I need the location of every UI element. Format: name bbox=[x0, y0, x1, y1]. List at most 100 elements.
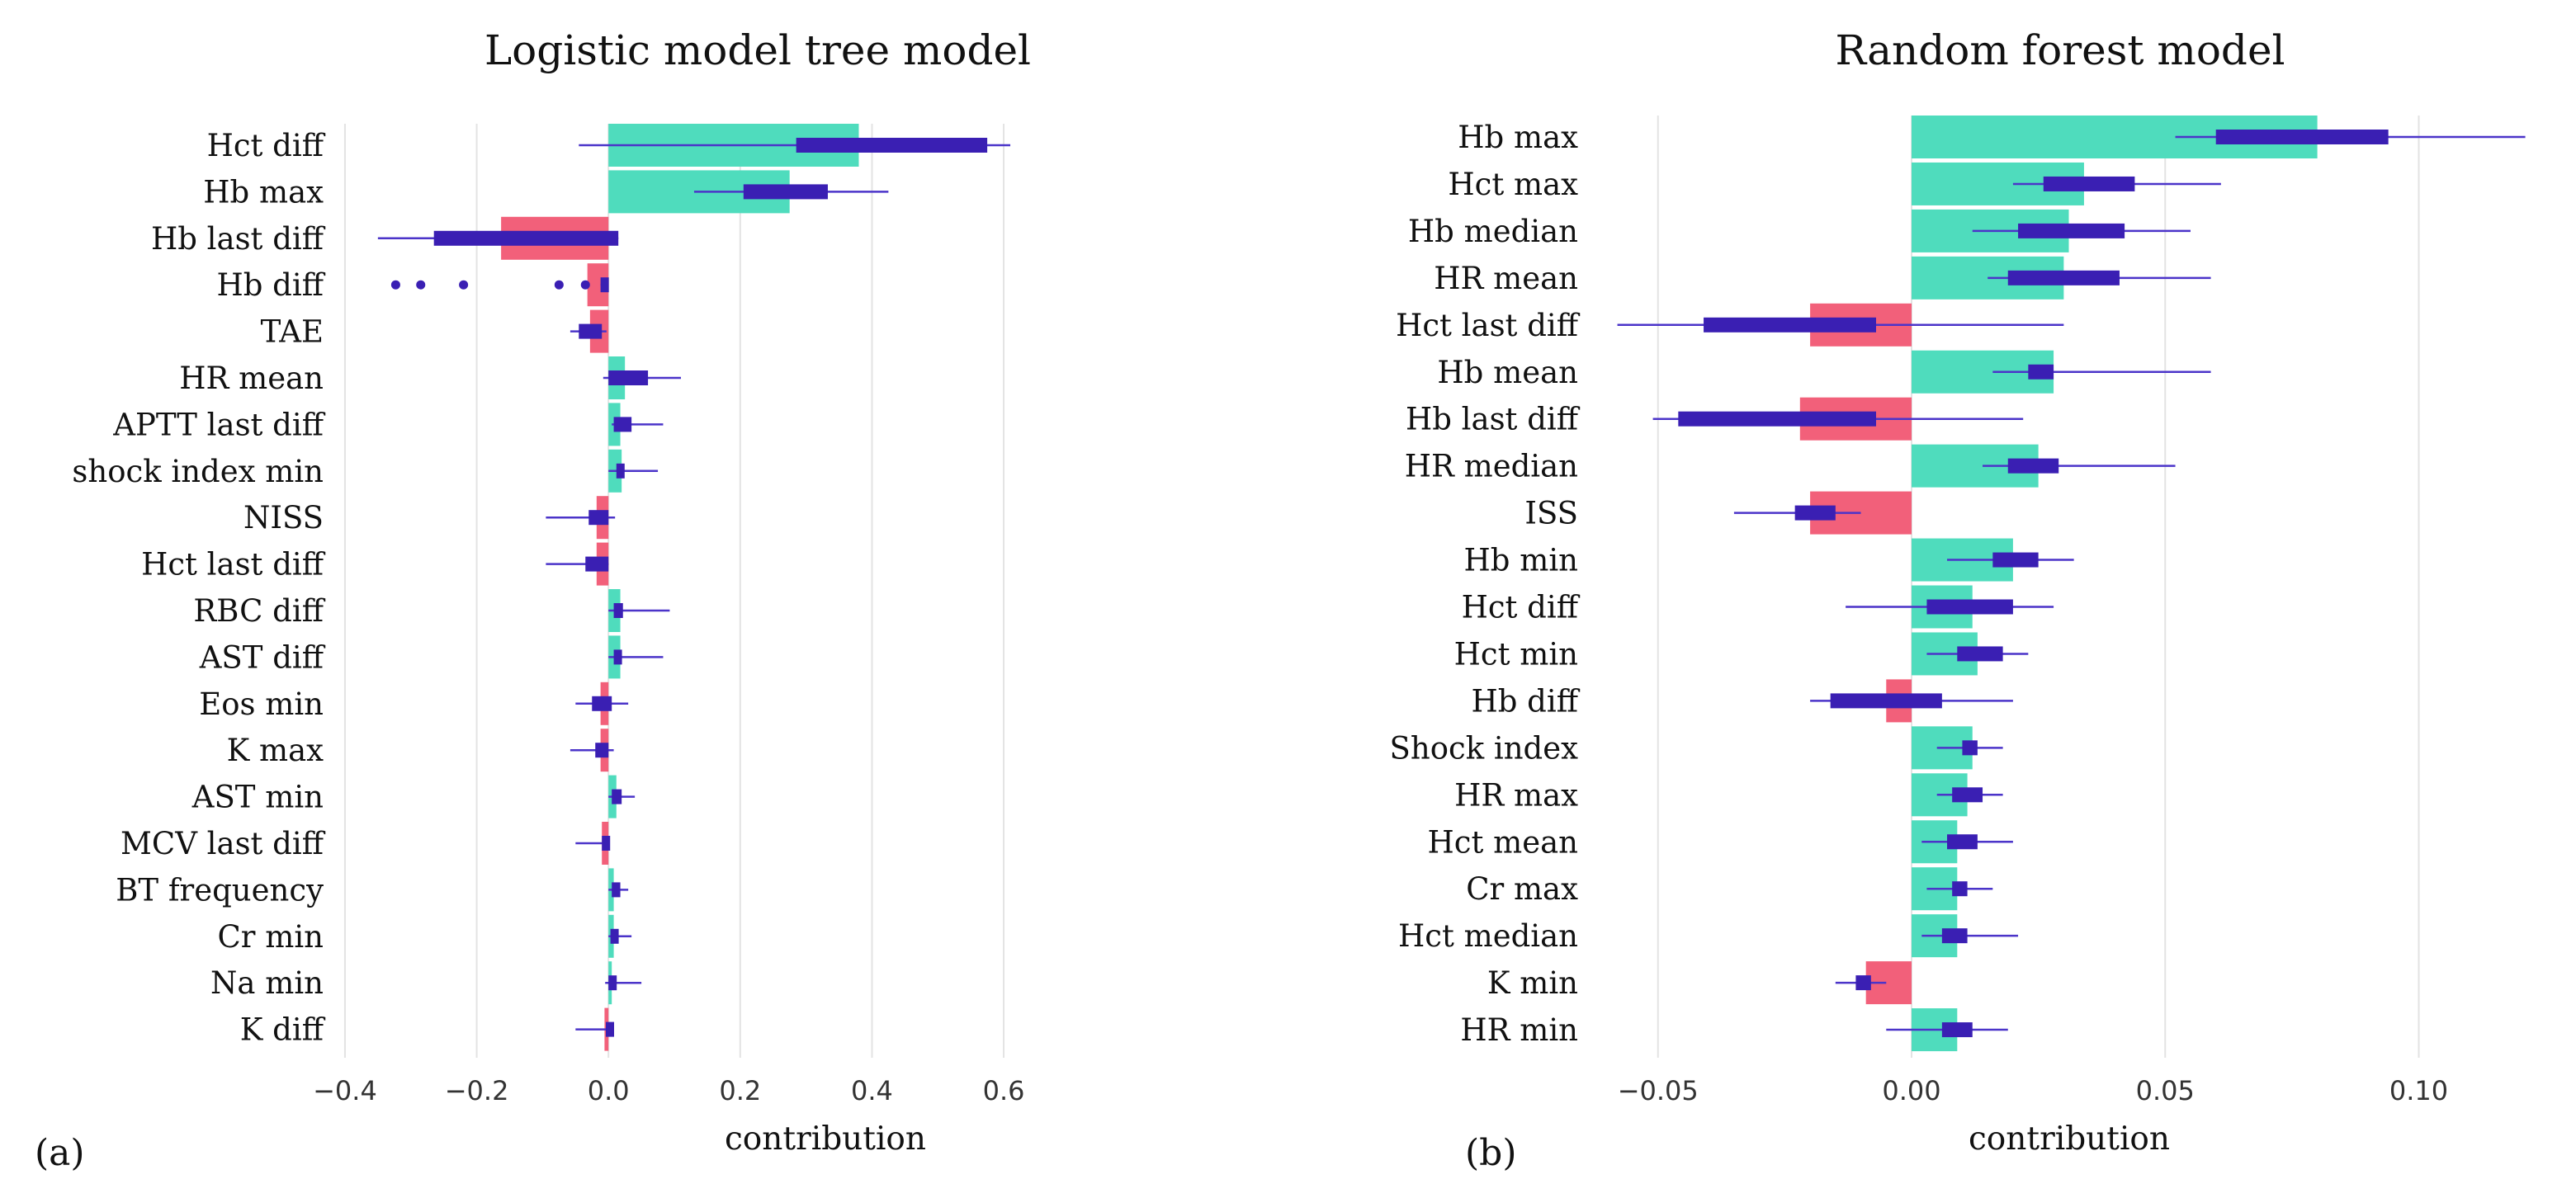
panel-a-x-axis-label: contribution bbox=[725, 1120, 926, 1158]
panel-a-box bbox=[608, 975, 617, 991]
panel-b-box bbox=[2043, 176, 2135, 191]
panel-a-feature-label: HR mean bbox=[179, 361, 324, 396]
panel-a-box bbox=[613, 649, 622, 665]
panel-b-x-tick-label: 0.05 bbox=[2136, 1075, 2195, 1106]
panel-b-feature-label: Hct median bbox=[1398, 918, 1578, 954]
panel-b-title: Random forest model bbox=[1835, 26, 2285, 74]
panel-b-box bbox=[1962, 740, 1978, 756]
panel-b-feature-label: HR min bbox=[1460, 1012, 1578, 1048]
panel-b-feature-label: Hct mean bbox=[1428, 824, 1579, 860]
panel-a-feature-label: K max bbox=[227, 733, 324, 768]
panel-b-feature-label: K min bbox=[1487, 965, 1578, 1001]
panel-a-x-tick-label: 0.2 bbox=[719, 1075, 761, 1106]
panel-a-box bbox=[612, 882, 621, 898]
panel-a-feature-label: Na min bbox=[210, 965, 324, 1001]
panel-a-grid bbox=[343, 124, 1005, 1058]
panel-a-bars bbox=[501, 124, 859, 1051]
panel-a-title: Logistic model tree model bbox=[484, 26, 1031, 74]
panel-b-box bbox=[1704, 317, 1876, 333]
panel-b-feature-label: HR mean bbox=[1434, 261, 1578, 296]
panel-a-feature-label: APTT last diff bbox=[112, 407, 325, 442]
panel-b-feature-label: Hct min bbox=[1454, 636, 1578, 672]
panel-a-box bbox=[610, 928, 619, 944]
panel-b-feature-label: Hb mean bbox=[1437, 355, 1578, 390]
panel-a-feature-label: TAE bbox=[261, 314, 324, 350]
panel-a-feature-label: AST diff bbox=[199, 639, 326, 675]
panel-b-box bbox=[1952, 881, 1968, 897]
panel-a-box bbox=[796, 138, 988, 153]
panel-b-box bbox=[2018, 223, 2125, 238]
panel-a-feature-label: NISS bbox=[243, 500, 324, 535]
panel-a-x-ticks: −0.4 −0.2 0.0 0.2 0.4 0.6 bbox=[313, 1075, 1024, 1106]
panel-b-feature-label: Hct last diff bbox=[1396, 308, 1581, 343]
panel-b-box bbox=[1957, 646, 2003, 662]
panel-b-tag: (b) bbox=[1465, 1132, 1517, 1174]
panel-b-box bbox=[1941, 1022, 1973, 1038]
panel-b-boxplots bbox=[1617, 130, 2526, 1038]
panel-a-feature-label: AST min bbox=[191, 780, 324, 815]
panel-b-feature-label: Hb last diff bbox=[1406, 402, 1581, 437]
panel-a-x-tick-label: −0.4 bbox=[313, 1075, 377, 1106]
panel-a-box bbox=[595, 743, 609, 758]
panel-a-feature-label: BT frequency bbox=[116, 872, 324, 908]
panel-b-feature-label: Hb min bbox=[1464, 543, 1578, 578]
panel-a-box bbox=[585, 556, 609, 572]
panel-a-box bbox=[588, 510, 609, 526]
panel-a-box bbox=[600, 277, 609, 293]
panel-b-feature-label: HR median bbox=[1405, 449, 1578, 484]
panel-a-chart: Logistic model tree model Hct diff Hb max… bbox=[35, 26, 1031, 1174]
panel-b-feature-label: Hb median bbox=[1408, 214, 1578, 249]
panel-a-feature-label: MCV last diff bbox=[121, 826, 326, 861]
panel-b-feature-label: Cr max bbox=[1466, 871, 1578, 907]
panel-b-box bbox=[1678, 411, 1876, 427]
panel-b-feature-label: Hct diff bbox=[1462, 590, 1581, 625]
panel-a-box bbox=[433, 230, 619, 246]
panel-a-box bbox=[616, 463, 625, 479]
panel-b-x-axis-label: contribution bbox=[1969, 1120, 2170, 1158]
panel-b-x-ticks: −0.05 0.00 0.05 0.10 bbox=[1618, 1075, 2448, 1106]
panel-a-x-tick-label: −0.2 bbox=[445, 1075, 509, 1106]
panel-b-feature-label: Hct max bbox=[1448, 167, 1578, 202]
panel-a-box bbox=[743, 184, 828, 200]
panel-b-box bbox=[1926, 599, 2013, 615]
panel-b-x-tick-label: −0.05 bbox=[1618, 1075, 1699, 1106]
panel-a-box bbox=[602, 836, 611, 851]
panel-b-box bbox=[1794, 505, 1836, 521]
panel-b-box bbox=[1952, 787, 1983, 803]
panel-b-box bbox=[1941, 928, 1968, 944]
panel-b-feature-label: HR max bbox=[1454, 777, 1578, 813]
panel-a-outlier-point bbox=[390, 280, 400, 290]
panel-b-box bbox=[1855, 975, 1871, 991]
panel-a-box bbox=[608, 370, 649, 385]
panel-b-feature-label: Hb diff bbox=[1471, 683, 1580, 719]
panel-a-feature-label: shock index min bbox=[72, 454, 324, 489]
panel-b-x-tick-label: 0.00 bbox=[1882, 1075, 1940, 1106]
panel-a-outlier-point bbox=[416, 280, 426, 290]
panel-a-feature-label: Eos min bbox=[199, 686, 324, 722]
panel-b-chart: Random forest model Hb max Hct max Hb medi… bbox=[1390, 26, 2526, 1174]
panel-a-feature-label: Hct diff bbox=[207, 128, 326, 163]
panel-a-box bbox=[612, 789, 622, 804]
panel-a-x-tick-label: 0.6 bbox=[983, 1075, 1025, 1106]
panel-a-feature-label: Hb diff bbox=[216, 267, 325, 303]
panel-a-feature-label: K diff bbox=[240, 1012, 326, 1048]
panel-b-box bbox=[2215, 130, 2389, 144]
panel-a-outlier-point bbox=[459, 280, 469, 290]
panel-b-feature-label: ISS bbox=[1524, 496, 1578, 531]
panel-b-feature-label: Hb max bbox=[1458, 120, 1578, 155]
panel-b-feature-label: Shock index bbox=[1390, 730, 1579, 766]
panel-a-outlier-point bbox=[580, 280, 590, 290]
panel-b-x-tick-label: 0.10 bbox=[2389, 1075, 2448, 1106]
panel-b-bars bbox=[1799, 116, 2318, 1052]
panel-a-box bbox=[592, 696, 612, 711]
panel-a-boxplots bbox=[377, 138, 1011, 1037]
panel-a-box bbox=[613, 603, 623, 618]
panel-a-box bbox=[579, 323, 603, 339]
panel-a-feature-label: Cr min bbox=[217, 919, 324, 955]
panel-a-x-tick-label: 0.4 bbox=[851, 1075, 893, 1106]
panel-a-feature-label: Hb max bbox=[203, 174, 324, 210]
panel-a-x-tick-label: 0.0 bbox=[588, 1075, 630, 1106]
panel-a-box bbox=[606, 1021, 615, 1037]
panel-a-feature-label: Hb last diff bbox=[151, 221, 326, 257]
